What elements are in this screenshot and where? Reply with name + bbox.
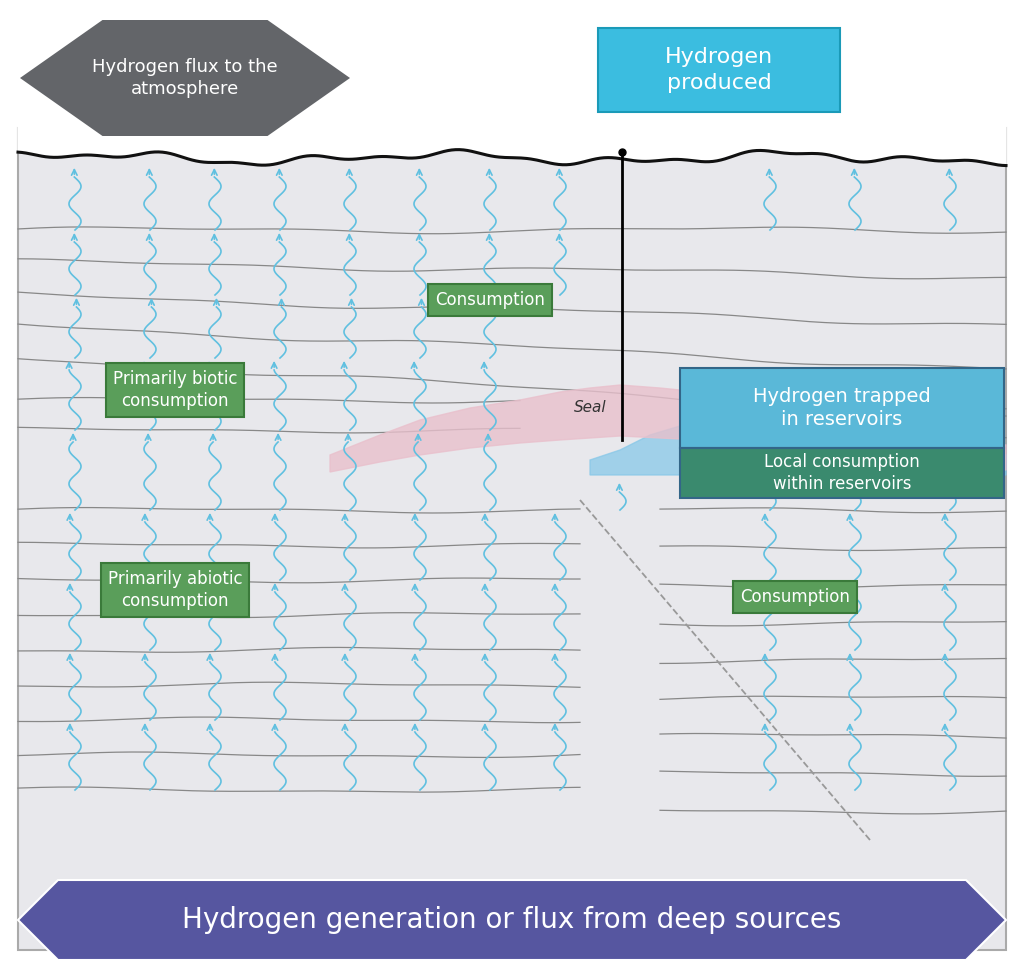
Polygon shape — [18, 0, 1006, 165]
Polygon shape — [20, 20, 350, 136]
Polygon shape — [590, 410, 1006, 475]
Text: Consumption: Consumption — [740, 588, 850, 606]
Text: Hydrogen flux to the
atmosphere: Hydrogen flux to the atmosphere — [92, 58, 278, 99]
Text: Hydrogen
produced: Hydrogen produced — [665, 47, 773, 93]
Polygon shape — [330, 385, 1006, 472]
Bar — [680, 448, 1004, 498]
Text: Local consumption
within reservoirs: Local consumption within reservoirs — [764, 453, 920, 493]
Bar — [680, 368, 1004, 448]
Text: Primarily abiotic
consumption: Primarily abiotic consumption — [108, 570, 243, 610]
Text: Seal: Seal — [573, 400, 606, 416]
Polygon shape — [18, 880, 1006, 960]
Text: Hydrogen trapped
in reservoirs: Hydrogen trapped in reservoirs — [753, 387, 931, 429]
Text: Hydrogen generation or flux from deep sources: Hydrogen generation or flux from deep so… — [182, 906, 842, 934]
Text: Consumption: Consumption — [435, 291, 545, 309]
Bar — [598, 28, 840, 112]
Bar — [18, 128, 1006, 950]
Text: Primarily biotic
consumption: Primarily biotic consumption — [113, 370, 238, 410]
